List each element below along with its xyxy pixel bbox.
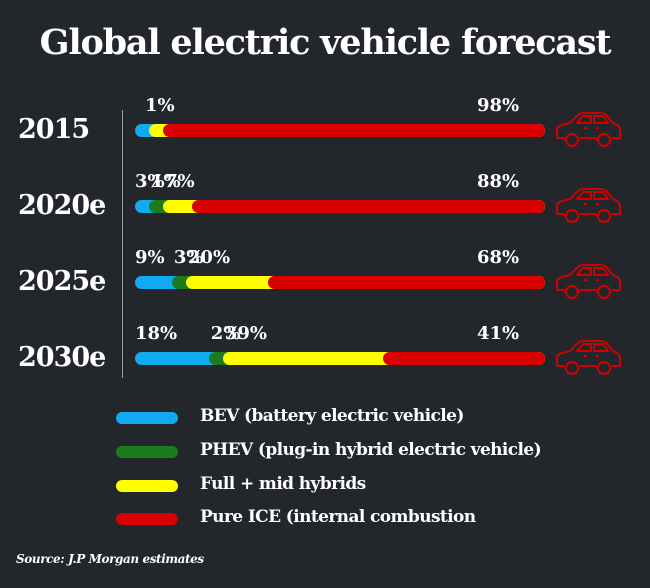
bar-segment-pure [267,276,545,289]
bar-segment-pure [191,200,545,213]
car-icon [556,188,621,223]
source-note: Source: J.P Morgan estimates [16,552,204,566]
car-icon [556,264,621,299]
data-label: 39% [224,323,267,344]
chart-title: Global electric vehicle forecast [39,22,612,63]
year-label: 2030e [18,342,106,373]
legend-label: Pure ICE (internal combustion [200,507,476,527]
legend-label: Full + mid hybrids [200,474,366,494]
legend-swatch [116,480,178,492]
legend-swatch [116,513,178,525]
year-label: 2020e [18,190,106,221]
data-label: 18% [135,323,178,344]
data-label: 1% [151,171,181,192]
data-label: 9% [135,247,165,268]
bar-segment-pure [382,352,545,365]
year-label: 2015 [18,114,90,145]
data-label: 3% [173,247,204,268]
data-label: 3% [135,171,165,192]
data-label: 88% [477,171,520,192]
data-label: 68% [477,247,520,268]
data-label: 98% [477,95,520,116]
car-icon [556,112,621,147]
legend-swatch [116,446,178,458]
legend-label: PHEV (plug-in hybrid electric vehicle) [200,440,542,460]
data-label: 1% [145,95,175,116]
data-label: 2% [210,323,241,344]
year-label: 2025e [18,266,106,297]
data-label: 7% [165,171,195,192]
car-icon [556,340,621,375]
axis-divider [122,110,123,378]
bar-segment-pure [163,124,545,137]
data-label: 41% [477,323,520,344]
legend-label: BEV (battery electric vehicle) [200,406,464,426]
data-label: 20% [187,247,231,268]
legend-swatch [116,412,178,424]
